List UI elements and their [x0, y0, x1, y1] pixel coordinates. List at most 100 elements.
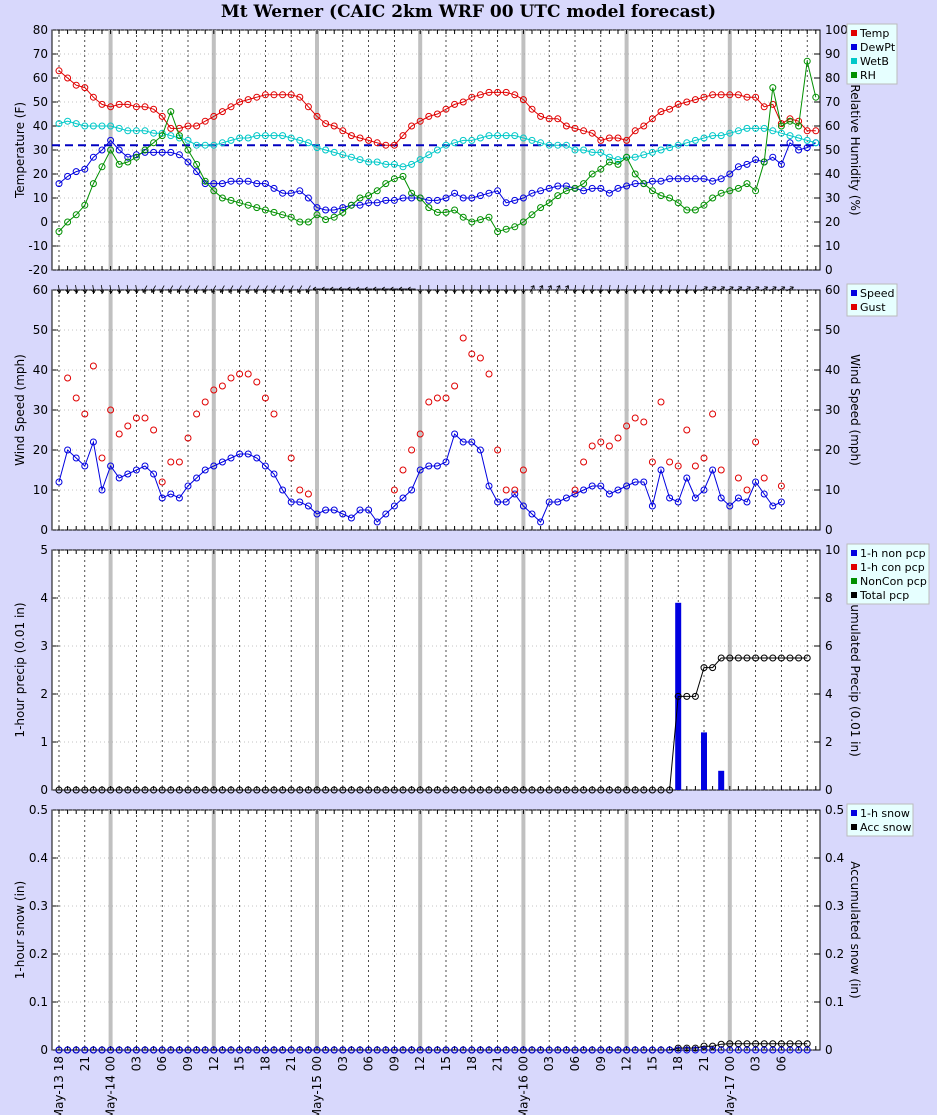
y-tick-label-left: 20 [33, 167, 48, 181]
wind-arrow-icon [495, 285, 500, 294]
dewpt-point [476, 192, 484, 200]
temp-point [545, 115, 553, 123]
wetb-point [528, 136, 536, 144]
wind-arrow-icon [364, 286, 373, 292]
wetb-point [571, 146, 579, 154]
wind-arrow-icon [150, 285, 156, 293]
snow-1h-point [124, 1046, 132, 1054]
gust-point [502, 486, 510, 494]
x-tick-label: 03 [336, 1056, 350, 1071]
wind-arrow-icon [443, 285, 449, 294]
wind-arrow-icon [390, 286, 399, 292]
wetb-point [193, 141, 201, 149]
dewpt-point [253, 180, 261, 188]
dewpt-point [193, 168, 201, 176]
total-pcp-point [227, 786, 235, 794]
speed-point [304, 502, 312, 510]
total-pcp-point [442, 786, 450, 794]
speed-point [107, 462, 115, 470]
gust-point [433, 394, 441, 402]
speed-point [451, 430, 459, 438]
rh-point [545, 199, 553, 207]
total-pcp-point [201, 786, 209, 794]
temp-point [201, 117, 209, 125]
total-pcp-point [743, 654, 751, 662]
total-pcp-point [726, 654, 734, 662]
total-pcp-point [683, 692, 691, 700]
snow-1h-point [588, 1046, 596, 1054]
temp-point [648, 115, 656, 123]
gust-point [89, 362, 97, 370]
speed-point [72, 454, 80, 462]
gust-point [709, 410, 717, 418]
wetb-point [485, 132, 493, 140]
total-pcp-point [390, 786, 398, 794]
wetb-point [433, 146, 441, 154]
wetb-point [253, 132, 261, 140]
speed-point [545, 498, 553, 506]
y-tick-label-right: 0.3 [825, 899, 844, 913]
grid-band [418, 810, 423, 1050]
wetb-point [287, 134, 295, 142]
snow-1h-point [717, 1046, 725, 1054]
speed-point [760, 490, 768, 498]
y-tick-label-left: 60 [33, 283, 48, 297]
dewpt-point [709, 177, 717, 185]
x-tick-label: 09 [181, 1056, 195, 1071]
rh-point [287, 213, 295, 221]
rh-point [502, 225, 510, 233]
wetb-point [502, 132, 510, 140]
rh-point [227, 196, 235, 204]
snow-1h-point [433, 1046, 441, 1054]
rh-point [339, 208, 347, 216]
total-pcp-point [373, 786, 381, 794]
y-tick-label-left: 0 [40, 1043, 48, 1057]
snow-1h-point [339, 1046, 347, 1054]
speed-point [141, 462, 149, 470]
gust-point [631, 414, 639, 422]
x-tick-label: 18 [671, 1056, 685, 1071]
snow-1h-point [279, 1046, 287, 1054]
total-pcp-point [382, 786, 390, 794]
speed-point [777, 498, 785, 506]
dewpt-point [408, 194, 416, 202]
snow-1h-point [734, 1046, 742, 1054]
speed-point [399, 494, 407, 502]
x-tick-label: 09 [594, 1056, 608, 1071]
gust-point [201, 398, 209, 406]
rh-point [347, 201, 355, 209]
y-tick-label-left: 30 [33, 143, 48, 157]
rh-point [399, 172, 407, 180]
gust-point [691, 462, 699, 470]
legend-swatch [851, 304, 857, 310]
grid-band [211, 550, 216, 790]
wind-arrow-icon [372, 286, 382, 292]
snow-1h-point [528, 1046, 536, 1054]
total-pcp-point [150, 786, 158, 794]
temp-point [416, 117, 424, 125]
panel-3-plot-area [51, 549, 821, 791]
dewpt-point [115, 146, 123, 154]
snow-1h-point [313, 1046, 321, 1054]
dewpt-point [339, 204, 347, 212]
rh-point [236, 199, 244, 207]
temp-point [605, 134, 613, 142]
temp-point [786, 115, 794, 123]
rh-point [218, 194, 226, 202]
temp-point [330, 122, 338, 130]
dewpt-point [365, 199, 373, 207]
rh-point [812, 93, 820, 101]
wind-arrow-icon [769, 286, 777, 292]
gust-point [244, 370, 252, 378]
temp-point [528, 105, 536, 113]
grid-band [624, 30, 629, 270]
gust-point [734, 474, 742, 482]
x-tick-label: 21 [491, 1056, 505, 1071]
snow-1h-point [743, 1046, 751, 1054]
wind-arrow-icon [581, 284, 586, 294]
rh-point [373, 187, 381, 195]
speed-point [339, 510, 347, 518]
speed-point [218, 458, 226, 466]
total-pcp-point [545, 786, 553, 794]
rh-point [674, 199, 682, 207]
